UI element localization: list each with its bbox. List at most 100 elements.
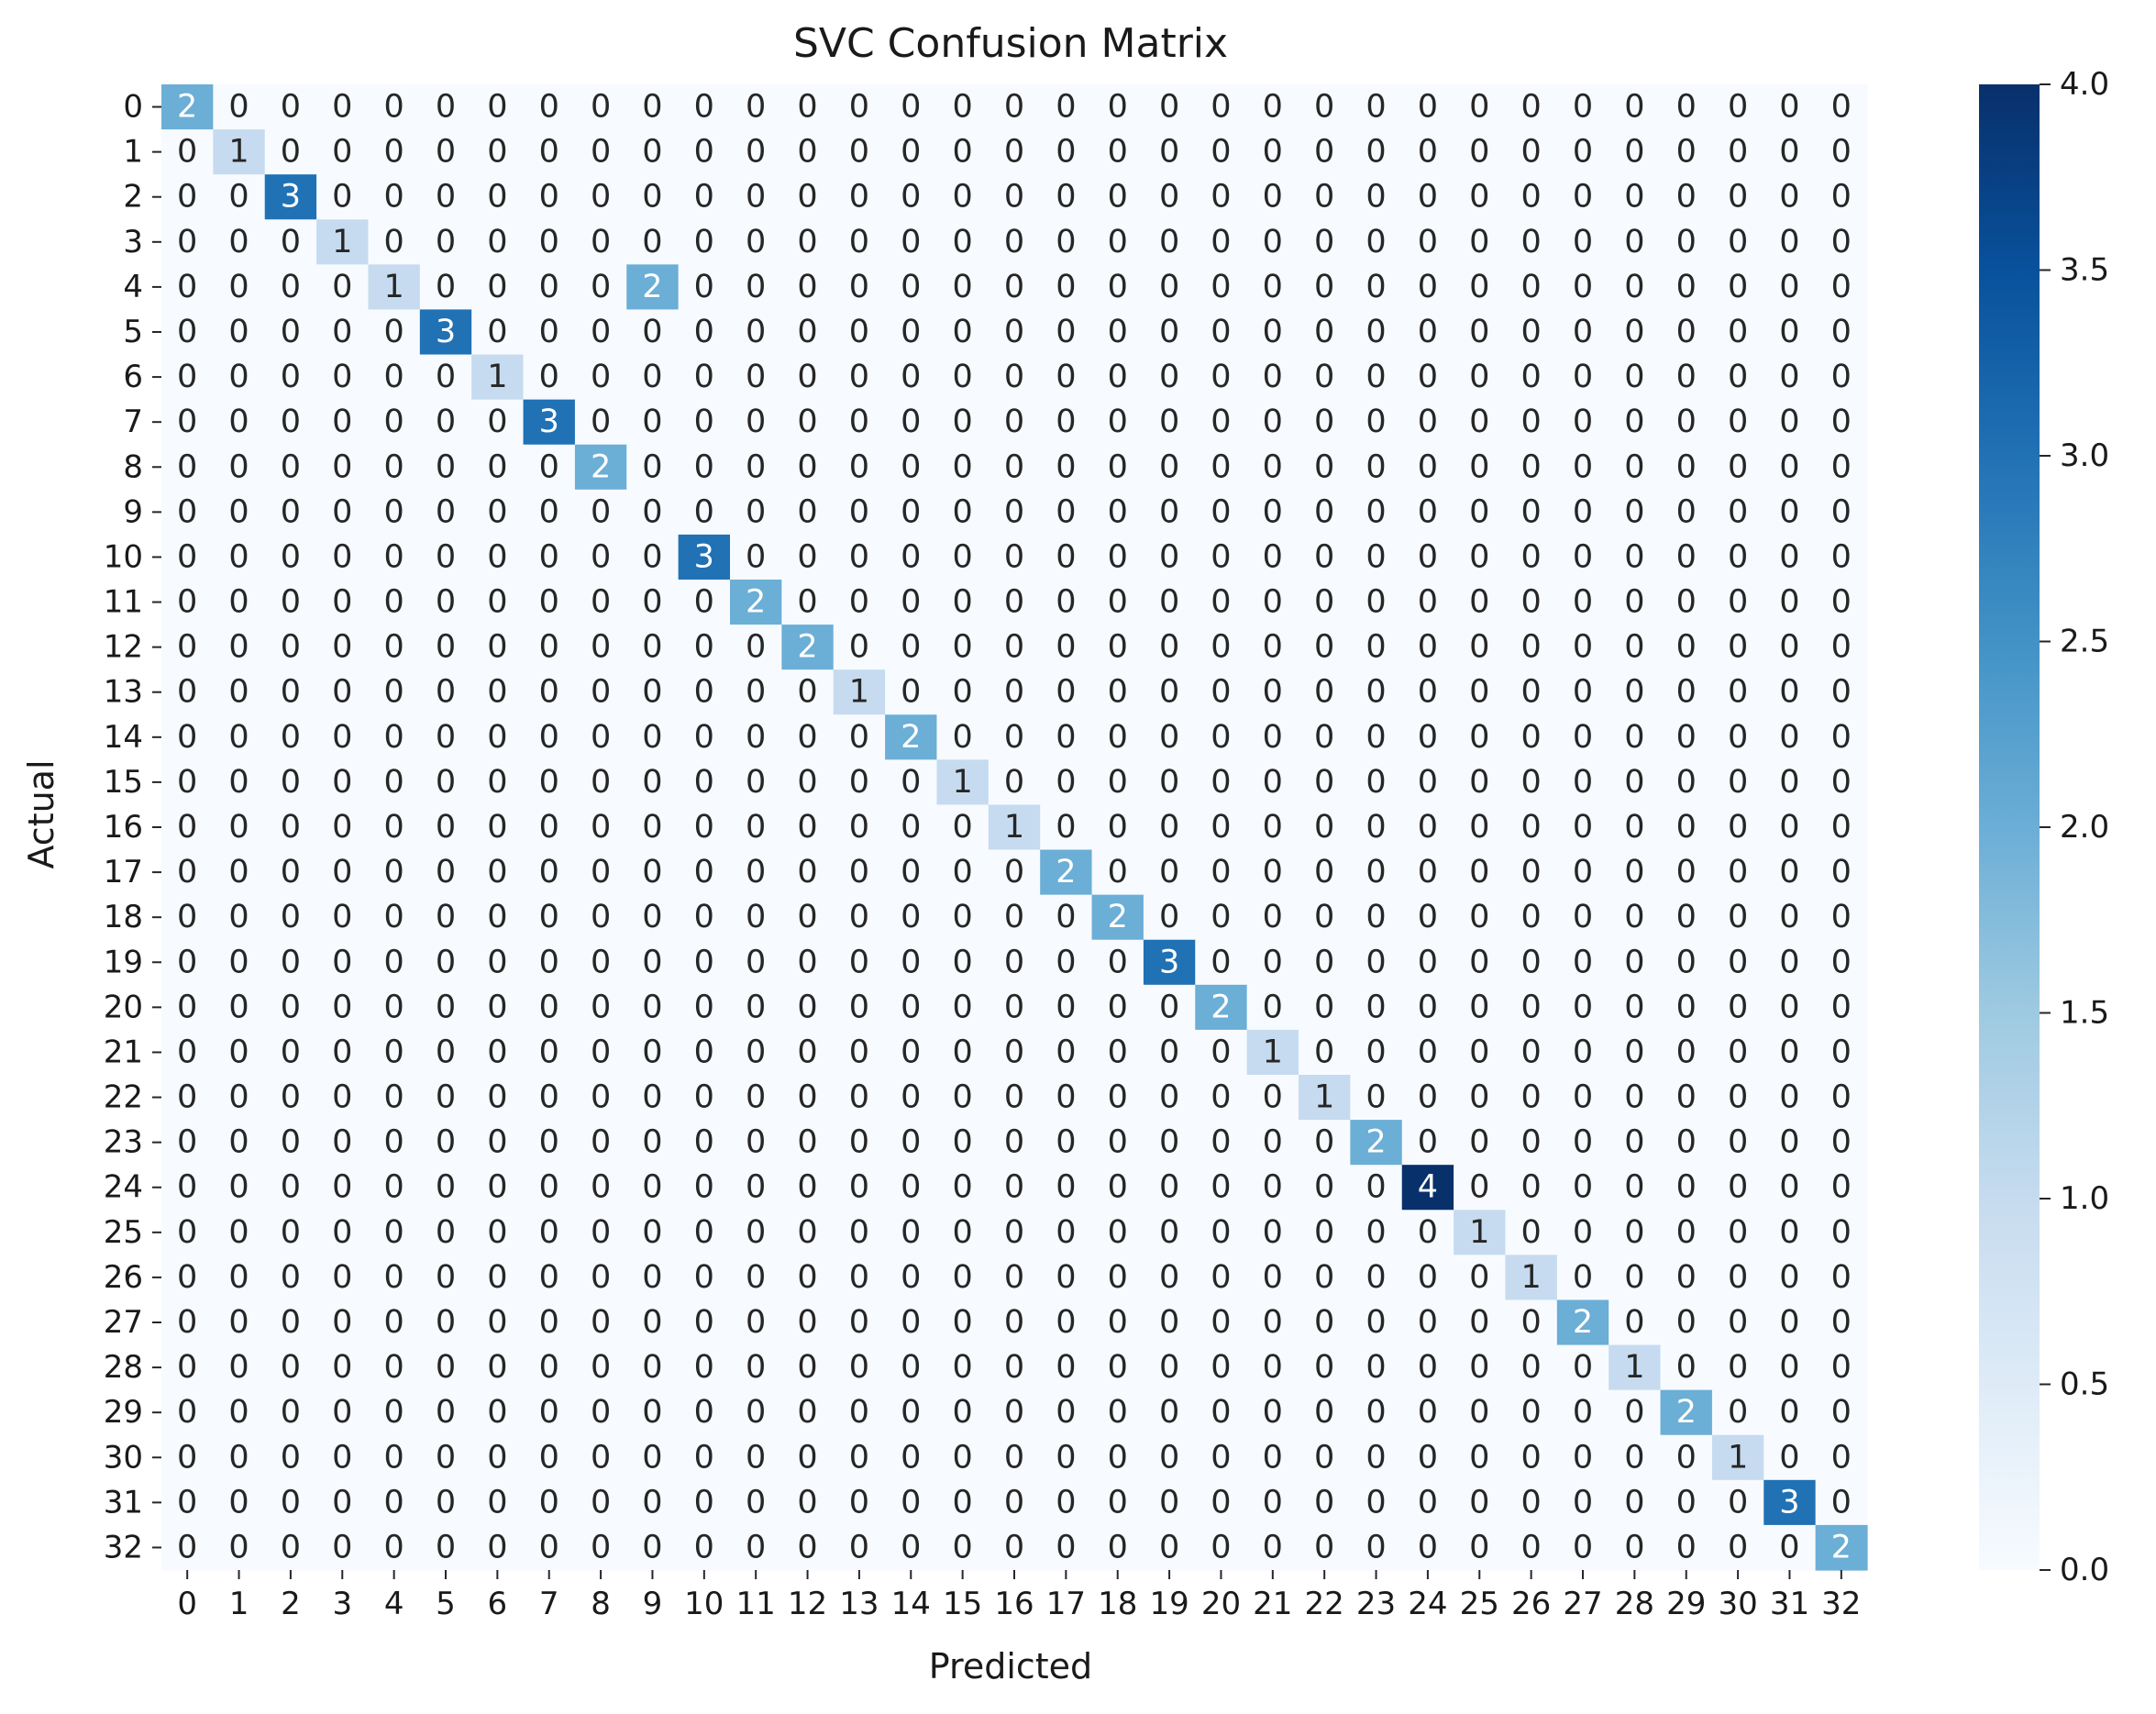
heatmap-cell bbox=[419, 399, 472, 446]
heatmap-cell bbox=[161, 1120, 214, 1166]
cell-value: 0 bbox=[746, 674, 766, 711]
cell-value: 0 bbox=[797, 314, 817, 350]
cell-value: 0 bbox=[797, 1124, 817, 1161]
heatmap-cell bbox=[1143, 580, 1196, 625]
heatmap-cell bbox=[471, 625, 525, 670]
cell-value: 0 bbox=[1520, 493, 1541, 530]
heatmap-cell bbox=[936, 984, 990, 1031]
heatmap-cell bbox=[1040, 84, 1093, 130]
cell-value: 0 bbox=[539, 809, 559, 846]
heatmap-cell bbox=[1040, 309, 1093, 356]
heatmap-cell bbox=[833, 894, 886, 941]
heatmap-cell bbox=[161, 1165, 214, 1211]
heatmap-cell bbox=[1195, 444, 1248, 491]
heatmap-cell bbox=[161, 84, 214, 130]
cell-value: 2 bbox=[1108, 899, 1128, 935]
cell-value: 0 bbox=[539, 764, 559, 801]
heatmap-cell bbox=[1815, 219, 1868, 265]
heatmap-cell bbox=[316, 354, 370, 401]
heatmap-cell bbox=[1040, 354, 1093, 401]
cell-value: 0 bbox=[1831, 584, 1852, 621]
heatmap-cell bbox=[1195, 669, 1248, 715]
cell-value: 0 bbox=[1831, 1439, 1852, 1476]
heatmap-cell bbox=[833, 804, 886, 851]
heatmap-cell bbox=[213, 1029, 266, 1076]
cell-value: 0 bbox=[383, 674, 404, 711]
heatmap-cell bbox=[1350, 1120, 1403, 1166]
heatmap-cell bbox=[988, 580, 1041, 625]
heatmap-cell bbox=[1350, 849, 1403, 896]
heatmap-cell bbox=[213, 714, 266, 760]
heatmap-cell bbox=[936, 444, 990, 491]
cell-value: 0 bbox=[952, 1214, 972, 1251]
heatmap-cell bbox=[316, 849, 370, 896]
heatmap-cell bbox=[1609, 534, 1662, 581]
cell-value: 0 bbox=[383, 1349, 404, 1386]
cell-value: 0 bbox=[849, 899, 869, 935]
cell-value: 0 bbox=[1108, 719, 1128, 756]
cell-value: 0 bbox=[487, 584, 507, 621]
heatmap-cell bbox=[213, 264, 266, 311]
cell-value: 0 bbox=[1728, 764, 1748, 801]
cell-value: 0 bbox=[849, 854, 869, 890]
cell-value: 0 bbox=[1056, 989, 1076, 1025]
cell-value: 0 bbox=[436, 584, 456, 621]
cell-value: 0 bbox=[1469, 1349, 1489, 1386]
cell-value: 3 bbox=[1779, 1484, 1799, 1520]
heatmap-cell bbox=[1815, 984, 1868, 1031]
cell-value: 0 bbox=[1004, 134, 1024, 171]
heatmap-cell bbox=[1401, 444, 1454, 491]
cell-value: 0 bbox=[1108, 89, 1128, 126]
heatmap-cell bbox=[678, 849, 731, 896]
cell-value: 0 bbox=[177, 179, 197, 216]
heatmap-cell bbox=[1350, 894, 1403, 941]
cell-value: 2 bbox=[746, 584, 766, 621]
heatmap-cell bbox=[1401, 1075, 1454, 1121]
cell-value: 3 bbox=[539, 404, 559, 440]
cell-value: 0 bbox=[901, 1439, 921, 1476]
heatmap-cell bbox=[316, 264, 370, 311]
heatmap-cell bbox=[523, 129, 576, 175]
cell-value: 2 bbox=[1831, 1529, 1852, 1565]
heatmap-cell bbox=[1246, 309, 1299, 356]
cell-value: 0 bbox=[1108, 134, 1128, 171]
cell-value: 0 bbox=[436, 1529, 456, 1565]
heatmap-cell bbox=[1350, 219, 1403, 265]
heatmap-cell bbox=[1556, 399, 1609, 446]
cell-value: 0 bbox=[746, 1304, 766, 1341]
cell-value: 0 bbox=[1056, 1079, 1076, 1116]
cell-value: 0 bbox=[1831, 1484, 1852, 1520]
cell-value: 0 bbox=[1728, 719, 1748, 756]
heatmap-cell bbox=[1350, 669, 1403, 715]
heatmap-cell bbox=[523, 625, 576, 670]
cell-value: 0 bbox=[539, 1304, 559, 1341]
cell-value: 0 bbox=[1573, 1034, 1593, 1070]
cell-value: 0 bbox=[1314, 1529, 1334, 1565]
heatmap-cell bbox=[1763, 1120, 1817, 1166]
cell-value: 0 bbox=[694, 719, 714, 756]
cell-value: 0 bbox=[746, 899, 766, 935]
heatmap-cell bbox=[1763, 580, 1817, 625]
heatmap-cell bbox=[368, 354, 421, 401]
cell-value: 0 bbox=[1520, 989, 1541, 1025]
heatmap-cell bbox=[1091, 1120, 1144, 1166]
cell-value: 0 bbox=[1469, 1079, 1489, 1116]
heatmap-cell bbox=[988, 714, 1041, 760]
cell-value: 1 bbox=[1314, 1079, 1334, 1116]
heatmap-cell bbox=[523, 309, 576, 356]
heatmap-cell bbox=[368, 129, 421, 175]
heatmap-cell bbox=[316, 489, 370, 536]
cell-value: 0 bbox=[591, 179, 611, 216]
cell-value: 0 bbox=[1831, 1169, 1852, 1206]
cell-value: 0 bbox=[228, 359, 249, 395]
cell-value: 0 bbox=[281, 809, 301, 846]
cell-value: 0 bbox=[746, 359, 766, 395]
cell-value: 0 bbox=[332, 1079, 352, 1116]
cell-value: 0 bbox=[1418, 809, 1438, 846]
heatmap-cell bbox=[1763, 669, 1817, 715]
cell-value: 0 bbox=[1314, 899, 1334, 935]
heatmap-cell bbox=[161, 1029, 214, 1076]
cell-value: 0 bbox=[1573, 989, 1593, 1025]
heatmap-cell bbox=[833, 354, 886, 401]
heatmap-cell bbox=[1299, 894, 1351, 941]
